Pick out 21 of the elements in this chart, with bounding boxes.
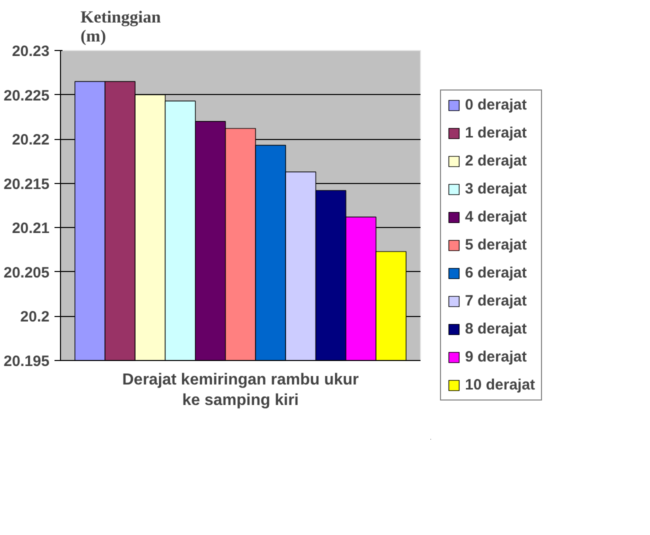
legend-label: 9 derajat xyxy=(465,348,527,365)
legend-label: 7 derajat xyxy=(465,292,527,309)
x-axis-title: Derajat kemiringan rambu ukur ke samping kiri xyxy=(122,372,359,409)
legend-label: 0 derajat xyxy=(465,96,527,113)
y-tick-label: 20.21 xyxy=(12,220,50,238)
legend-label: 3 derajat xyxy=(465,180,527,197)
chart-title: Ketinggian (m) xyxy=(80,8,162,46)
legend-label: 4 derajat xyxy=(465,208,527,225)
legend-label: 8 derajat xyxy=(465,320,527,337)
y-tick-label: 20.195 xyxy=(4,353,50,370)
y-tick-label: 20.205 xyxy=(4,264,50,282)
y-tick-label: 20.215 xyxy=(4,176,50,193)
y-tick-label: 20.23 xyxy=(12,43,50,60)
legend-label: 2 derajat xyxy=(465,152,527,169)
y-tick-label: 20.22 xyxy=(12,132,50,149)
legend-label: 6 derajat xyxy=(465,264,527,281)
y-tick-label: 20.225 xyxy=(4,87,50,104)
legend-label: 10 derajat xyxy=(465,376,536,393)
legend-label: 1 derajat xyxy=(465,124,527,141)
legend-label: 5 derajat xyxy=(465,236,527,253)
y-tick-label: 20.2 xyxy=(20,308,50,326)
